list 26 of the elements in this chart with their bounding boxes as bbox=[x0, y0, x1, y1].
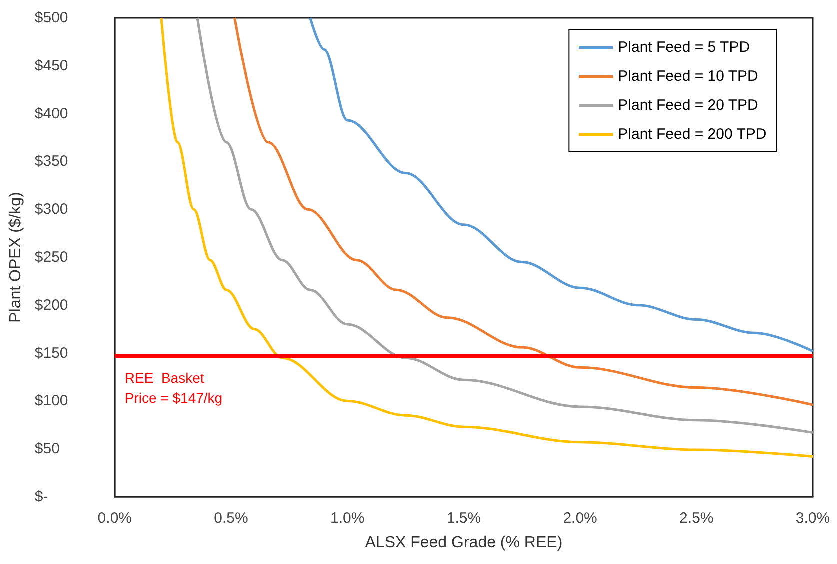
x-tick-label: 3.0% bbox=[796, 510, 830, 527]
y-tick-label: $200 bbox=[34, 296, 68, 314]
x-axis-title: ALSX Feed Grade (% REE) bbox=[365, 534, 563, 552]
y-tick-label: $350 bbox=[34, 153, 68, 170]
y-tick-label: $150 bbox=[34, 344, 68, 362]
y-tick-label: $300 bbox=[34, 201, 68, 218]
line-series bbox=[309, 16, 814, 353]
y-tick-label: $450 bbox=[34, 57, 68, 74]
y-tick-label: $400 bbox=[34, 105, 68, 122]
x-tick-label: 0.0% bbox=[98, 510, 132, 527]
legend-label: Plant Feed = 20 TPD bbox=[618, 97, 759, 114]
legend-label: Plant Feed = 10 TPD bbox=[618, 68, 759, 85]
y-tick-label: $250 bbox=[34, 249, 68, 266]
y-axis-title: Plant OPEX ($/kg) bbox=[8, 192, 24, 323]
x-tick-label: 0.5% bbox=[214, 510, 248, 527]
y-tick-label: $100 bbox=[34, 392, 68, 410]
legend-label: Plant Feed = 200 TPD bbox=[618, 126, 767, 143]
x-tick-label: 2.0% bbox=[563, 510, 598, 527]
ref-line-label: REE Basket Price = $147/kg bbox=[124, 370, 223, 406]
x-tick-label: 1.0% bbox=[330, 510, 365, 527]
y-tick-label: $- bbox=[34, 488, 48, 506]
y-tick-label: $50 bbox=[34, 440, 60, 458]
legend-label: Plant Feed = 5 TPD bbox=[618, 39, 750, 56]
x-tick-label: 1.5% bbox=[446, 510, 482, 527]
y-tick-label: $500 bbox=[34, 10, 68, 26]
x-tick-label: 2.5% bbox=[680, 510, 714, 527]
